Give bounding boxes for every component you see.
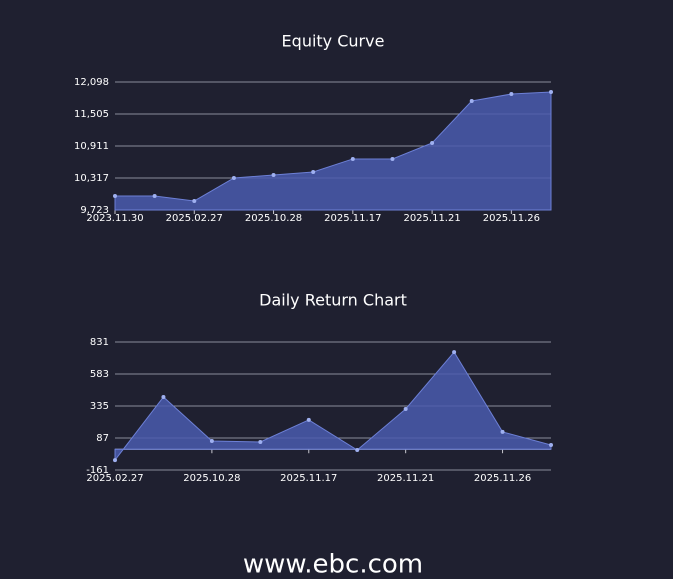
point [430, 141, 435, 146]
x-tick-label: 2025.11.17 [280, 473, 337, 484]
x-tick-label: 2025.11.26 [474, 473, 531, 484]
point [306, 417, 311, 422]
x-tick-label: 2025.11.21 [403, 213, 460, 224]
x-tick-label: 2025.02.27 [86, 473, 143, 484]
point [231, 175, 236, 180]
point [311, 170, 316, 175]
chart-title: Daily Return Chart [259, 291, 407, 310]
chart-title: Equity Curve [282, 32, 385, 51]
point [271, 172, 276, 177]
y-tick-label: 87 [96, 433, 109, 444]
x-tick-label: 2025.10.28 [245, 213, 302, 224]
footer: www.ebc.com [243, 550, 423, 579]
point [355, 448, 360, 452]
x-tick-label: 2025.10.28 [183, 473, 240, 484]
point [390, 156, 395, 161]
point [192, 198, 197, 203]
y-tick-label: 10,317 [74, 173, 109, 184]
x-tick-label: 2025.11.21 [377, 473, 434, 484]
point [209, 438, 214, 443]
point [113, 458, 117, 463]
y-tick-label: 583 [90, 369, 109, 380]
point [509, 92, 514, 97]
point [469, 98, 474, 103]
y-tick-label: 9,723 [80, 205, 109, 216]
y-tick-label: 335 [90, 401, 109, 412]
x-tick-label: 2023.11.30 [86, 213, 143, 224]
point [500, 429, 505, 434]
x-tick-label: 2025.11.17 [324, 213, 381, 224]
point [350, 156, 355, 161]
y-tick-label: 12,098 [74, 77, 109, 88]
point [452, 350, 457, 355]
x-tick-label: 2025.02.27 [166, 213, 223, 224]
point [113, 193, 117, 198]
y-tick-label: 10,911 [74, 141, 109, 152]
x-tick-label: 2025.11.26 [483, 213, 540, 224]
point [161, 394, 166, 399]
y-tick-label: -161 [86, 465, 109, 476]
point [549, 90, 553, 95]
point [258, 440, 263, 444]
y-tick-label: 11,505 [74, 109, 109, 120]
point [403, 406, 408, 411]
y-tick-label: 831 [90, 337, 109, 348]
point [152, 193, 157, 198]
point [549, 442, 553, 447]
